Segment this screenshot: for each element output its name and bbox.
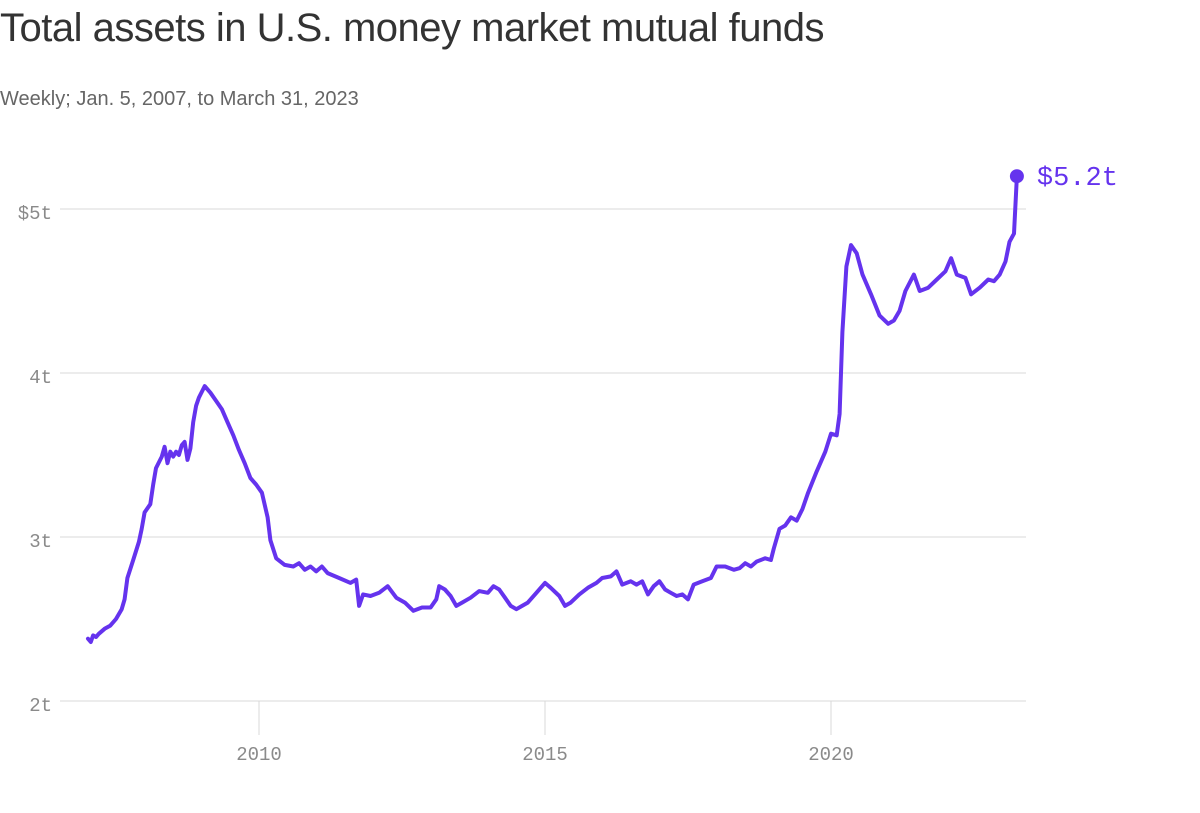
gridlines xyxy=(60,208,1026,702)
x-axis-tick-labels: 2010 2015 2020 xyxy=(236,701,854,766)
endpoint-marker xyxy=(1009,169,1024,184)
series-line-0 xyxy=(86,174,1019,644)
series-layer xyxy=(86,174,1019,644)
y-tick-label: $5t xyxy=(18,203,52,225)
x-tick-label: 2015 xyxy=(522,744,568,766)
y-tick-label: 3t xyxy=(29,531,52,553)
y-tick-label: 4t xyxy=(29,367,52,389)
x-tick-label: 2010 xyxy=(236,744,282,766)
y-axis-tick-labels: 2t 3t 4t $5t xyxy=(18,203,52,717)
x-tick-label: 2020 xyxy=(808,744,854,766)
endpoint-value-label: $5.2t xyxy=(1037,164,1118,194)
y-tick-label: 2t xyxy=(29,695,52,717)
chart-subtitle: Weekly; Jan. 5, 2007, to March 31, 2023 xyxy=(0,88,359,110)
endpoint-annotation: $5.2t xyxy=(1009,164,1118,194)
chart-title: Total assets in U.S. money market mutual… xyxy=(0,6,825,50)
